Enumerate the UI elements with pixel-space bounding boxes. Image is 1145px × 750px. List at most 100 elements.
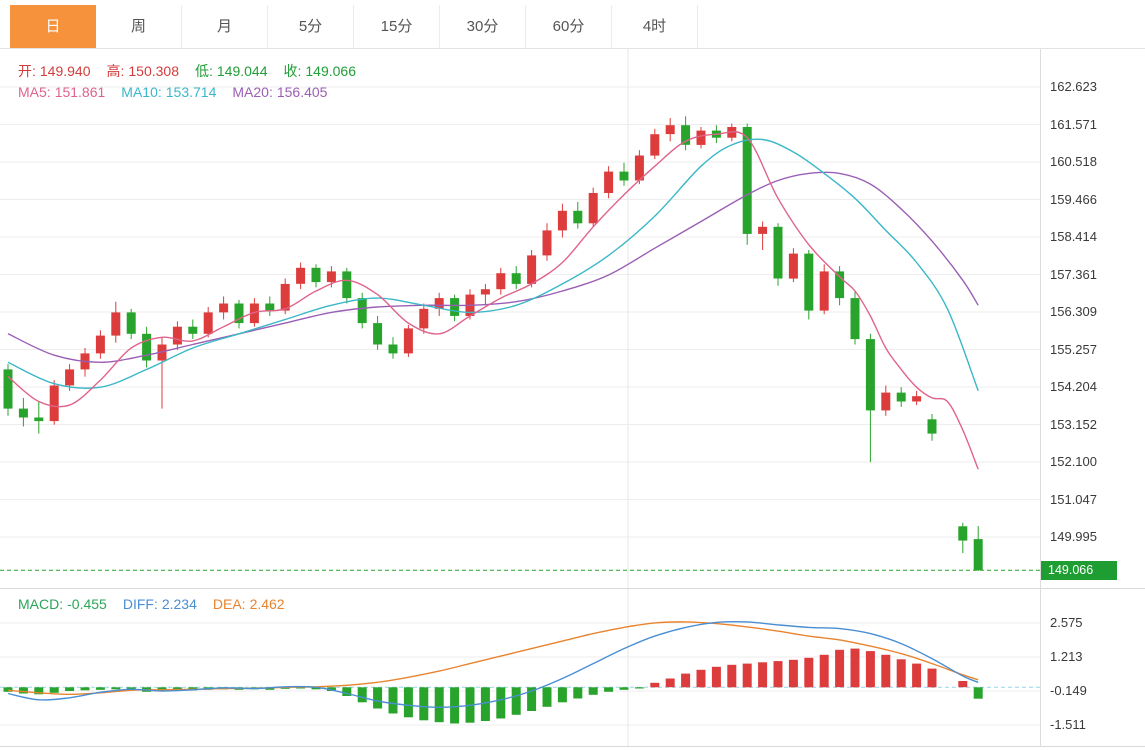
candle-body — [665, 125, 675, 135]
macd-bar — [496, 687, 506, 719]
candle-body — [419, 308, 429, 329]
candle-body — [511, 273, 521, 284]
macd-bar — [527, 687, 537, 711]
candle-body — [280, 283, 290, 311]
price-axis: 149.066 162.623 161.571 160.518 159.466 158.… — [1040, 49, 1145, 589]
macd-bar — [434, 687, 444, 723]
diff-value: DIFF: 2.234 — [122, 596, 197, 612]
macd-bar — [604, 687, 614, 692]
macd-bar — [973, 687, 983, 699]
candle-body — [219, 303, 229, 313]
macd-panel: MACD: -0.455 DIFF: 2.234 DEA: 2.462 2.575 1.… — [0, 588, 1145, 746]
candle-body — [804, 253, 814, 311]
macd-bar — [3, 687, 13, 692]
macd-bar — [588, 687, 598, 695]
tab-4hour[interactable]: 4时 — [612, 5, 698, 48]
price-axis-label: 161.571 — [1050, 116, 1097, 132]
candle-body — [865, 339, 875, 411]
ohlc-readout: 开: 149.940 高: 150.308 低: 149.044 收: 149.066 — [18, 61, 356, 81]
tab-week[interactable]: 周 — [96, 5, 182, 48]
tab-60min[interactable]: 60分 — [526, 5, 612, 48]
macd-chart[interactable] — [0, 589, 1040, 746]
candle-body — [542, 230, 552, 256]
price-axis-label: 153.152 — [1050, 416, 1097, 432]
candle-body — [203, 312, 213, 334]
candle-body — [342, 271, 352, 299]
candle-body — [912, 396, 922, 402]
ma5-value: MA5: 151.861 — [18, 84, 106, 100]
candle-body — [434, 298, 444, 309]
macd-bar — [835, 649, 845, 688]
candle-body — [373, 323, 383, 345]
macd-bar — [634, 687, 644, 689]
bottom-border — [0, 746, 1145, 747]
ohlc-low: 低: 149.044 — [195, 63, 268, 79]
candles-layer — [3, 116, 983, 571]
price-axis-label: 162.623 — [1050, 79, 1097, 94]
candle-body — [788, 253, 798, 279]
macd-bar — [80, 687, 90, 691]
candle-body — [850, 298, 860, 340]
macd-bar — [788, 659, 798, 688]
candle-body — [388, 344, 398, 354]
candle-body — [650, 134, 660, 156]
tab-15min[interactable]: 15分 — [354, 5, 440, 48]
macd-bar — [804, 657, 814, 688]
macd-bar — [480, 687, 490, 721]
candle-body — [65, 369, 75, 386]
tab-month[interactable]: 月 — [182, 5, 268, 48]
macd-bar — [280, 687, 290, 689]
main-chart-panel: 开: 149.940 高: 150.308 低: 149.044 收: 149.066 … — [0, 48, 1145, 589]
macd-bar — [265, 687, 275, 690]
candle-body — [681, 125, 691, 145]
candle-body — [896, 392, 906, 402]
candlestick-chart[interactable] — [0, 49, 1040, 589]
macd-bar — [619, 687, 629, 690]
candle-body — [326, 271, 336, 283]
macd-bar — [296, 687, 306, 689]
dea-value: DEA: 2.462 — [212, 596, 285, 612]
price-axis-label: 154.204 — [1050, 379, 1097, 394]
candle-body — [973, 539, 983, 571]
ohlc-close: 收: 149.066 — [283, 63, 357, 79]
ma20-line — [7, 171, 979, 364]
macd-bar — [450, 687, 460, 724]
price-axis-label: 149.995 — [1050, 529, 1097, 544]
macd-bar — [881, 654, 891, 688]
macd-bar — [665, 678, 675, 688]
macd-bar — [373, 687, 383, 709]
macd-histogram — [3, 648, 983, 724]
main-grid — [0, 49, 1040, 589]
macd-axis: 2.575 1.213 -0.149 -1.511 — [1040, 589, 1145, 746]
candle-body — [357, 298, 367, 324]
macd-bar — [773, 661, 783, 688]
price-axis-label: 159.466 — [1050, 191, 1097, 207]
candle-body — [742, 127, 752, 234]
current-price-badge: 149.066 — [1041, 561, 1117, 580]
macd-bar — [557, 687, 567, 703]
macd-bar — [819, 654, 829, 688]
macd-bar — [18, 687, 28, 694]
macd-bar — [311, 687, 321, 690]
candle-body — [172, 326, 182, 345]
tab-5min[interactable]: 5分 — [268, 5, 354, 48]
candle-body — [480, 289, 490, 295]
price-axis-label: 160.518 — [1050, 154, 1097, 169]
candle-body — [296, 267, 306, 284]
macd-bar — [958, 681, 968, 688]
tab-day[interactable]: 日 — [10, 5, 96, 48]
macd-axis-label: 1.213 — [1050, 649, 1083, 664]
price-axis-label: 155.257 — [1050, 341, 1097, 357]
macd-bar — [896, 659, 906, 688]
macd-bar — [49, 687, 59, 693]
ma20-value: MA20: 156.405 — [232, 84, 328, 100]
candle-body — [265, 303, 275, 311]
candle-body — [18, 408, 28, 418]
price-axis-label: 152.100 — [1050, 454, 1097, 469]
ma10-value: MA10: 153.714 — [121, 84, 217, 100]
macd-bar — [172, 687, 182, 690]
macd-axis-label: 2.575 — [1050, 615, 1083, 630]
macd-bar — [865, 651, 875, 688]
tab-30min[interactable]: 30分 — [440, 5, 526, 48]
candle-body — [249, 303, 259, 324]
